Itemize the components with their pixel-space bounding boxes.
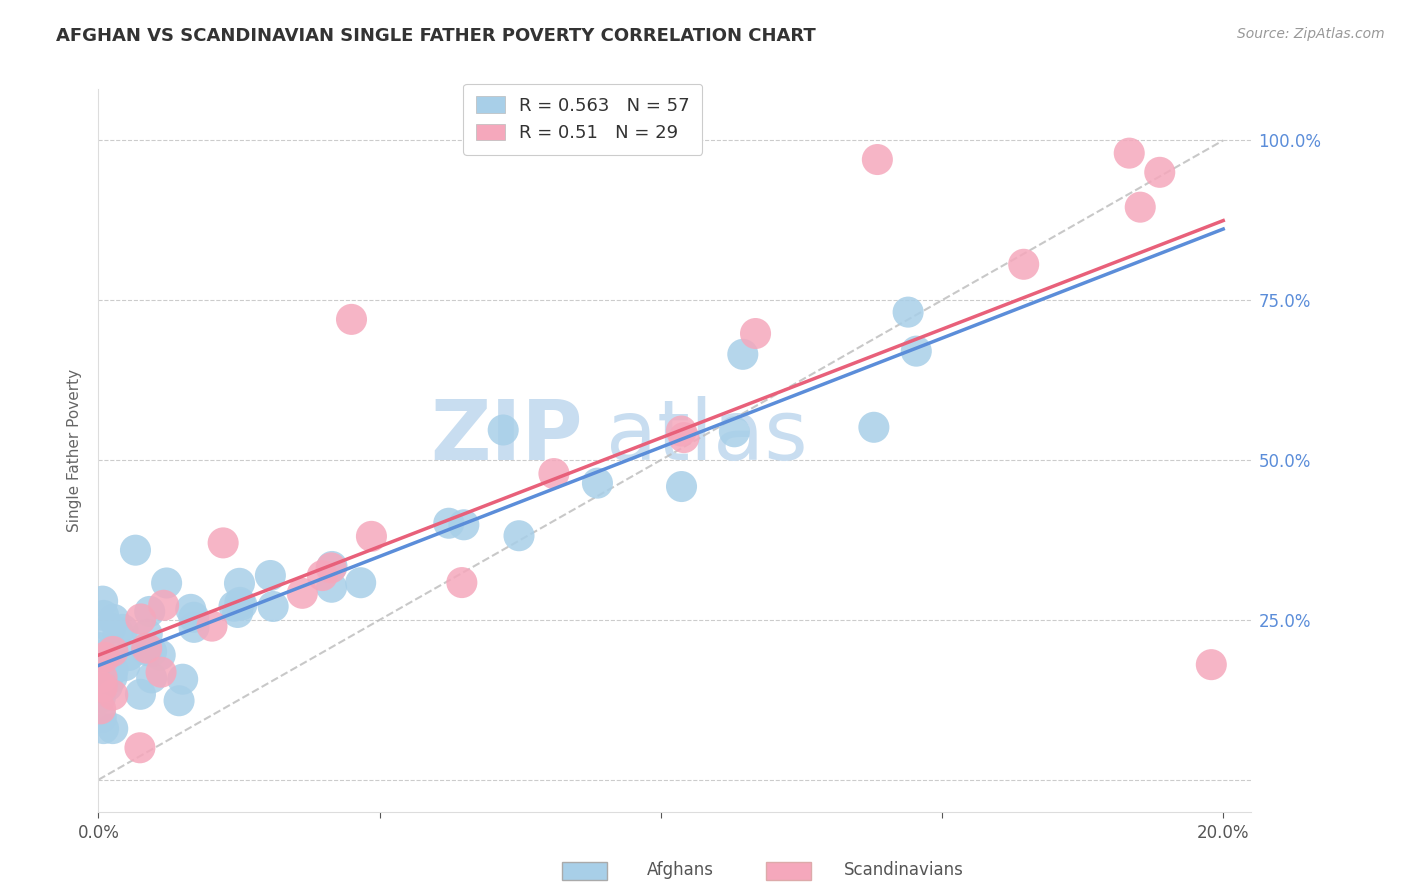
Point	[1129, 200, 1152, 214]
Point	[150, 665, 173, 680]
Point	[111, 623, 134, 637]
Point	[350, 575, 373, 590]
Point	[118, 648, 141, 663]
Point	[340, 312, 363, 326]
Legend: R = 0.563   N = 57, R = 0.51   N = 29: R = 0.563 N = 57, R = 0.51 N = 29	[463, 84, 702, 154]
Point	[231, 598, 253, 612]
Point	[492, 423, 515, 437]
Text: ZIP: ZIP	[430, 395, 582, 476]
Point	[93, 722, 115, 736]
Point	[291, 586, 314, 600]
Point	[671, 424, 693, 438]
Point	[101, 644, 124, 658]
Point	[136, 627, 159, 641]
Point	[101, 688, 124, 702]
Text: atlas: atlas	[606, 395, 807, 476]
Point	[183, 620, 205, 634]
Text: Afghans: Afghans	[647, 861, 714, 879]
Point	[96, 679, 118, 693]
Point	[321, 580, 343, 594]
Point	[91, 670, 114, 684]
Point	[226, 606, 249, 620]
Point	[138, 604, 160, 618]
Point	[89, 640, 111, 655]
Point	[262, 599, 284, 614]
Point	[180, 602, 202, 616]
Point	[672, 431, 695, 445]
Point	[107, 625, 129, 640]
Point	[114, 658, 136, 673]
Point	[1118, 146, 1140, 161]
Point	[1012, 257, 1035, 271]
Point	[437, 516, 460, 531]
Point	[91, 651, 114, 665]
Point	[91, 594, 114, 608]
Point	[167, 694, 190, 708]
Point	[172, 672, 194, 686]
Point	[156, 576, 179, 591]
Point	[543, 467, 565, 481]
Point	[141, 644, 163, 658]
Point	[222, 599, 245, 614]
Y-axis label: Single Father Poverty: Single Father Poverty	[66, 369, 82, 532]
Point	[101, 663, 124, 677]
Point	[744, 326, 766, 341]
Point	[100, 622, 122, 636]
Point	[731, 347, 754, 361]
Point	[321, 559, 343, 574]
Point	[90, 678, 112, 692]
Point	[212, 536, 235, 550]
Point	[93, 670, 115, 684]
Point	[863, 420, 886, 434]
Point	[259, 568, 281, 582]
Point	[450, 575, 472, 590]
Text: AFGHAN VS SCANDINAVIAN SINGLE FATHER POVERTY CORRELATION CHART: AFGHAN VS SCANDINAVIAN SINGLE FATHER POV…	[56, 27, 815, 45]
Point	[89, 690, 111, 705]
Point	[905, 344, 928, 359]
Point	[1201, 657, 1223, 672]
Point	[453, 517, 475, 532]
Point	[89, 666, 111, 681]
Point	[508, 529, 530, 543]
Point	[897, 305, 920, 319]
Point	[101, 722, 124, 736]
Point	[321, 561, 343, 575]
Point	[91, 671, 114, 685]
Point	[93, 650, 115, 665]
Point	[229, 595, 252, 609]
Point	[101, 670, 124, 684]
Point	[201, 619, 224, 633]
Point	[141, 671, 163, 685]
Point	[90, 710, 112, 724]
Point	[124, 543, 146, 558]
Point	[135, 643, 157, 657]
Point	[1149, 165, 1171, 179]
Point	[311, 568, 333, 582]
Point	[129, 612, 152, 626]
Point	[149, 648, 172, 662]
Point	[228, 576, 250, 591]
Point	[671, 479, 693, 493]
Point	[183, 610, 205, 624]
Point	[586, 476, 609, 491]
Point	[91, 648, 114, 662]
Point	[90, 702, 112, 716]
Point	[93, 608, 115, 623]
Point	[152, 599, 174, 613]
Point	[129, 740, 152, 755]
Point	[91, 680, 114, 694]
Point	[103, 613, 125, 627]
Point	[135, 641, 157, 656]
Point	[360, 529, 382, 543]
Point	[129, 687, 152, 701]
Point	[723, 425, 745, 439]
Point	[866, 153, 889, 167]
Text: Scandinavians: Scandinavians	[844, 861, 963, 879]
Text: Source: ZipAtlas.com: Source: ZipAtlas.com	[1237, 27, 1385, 41]
